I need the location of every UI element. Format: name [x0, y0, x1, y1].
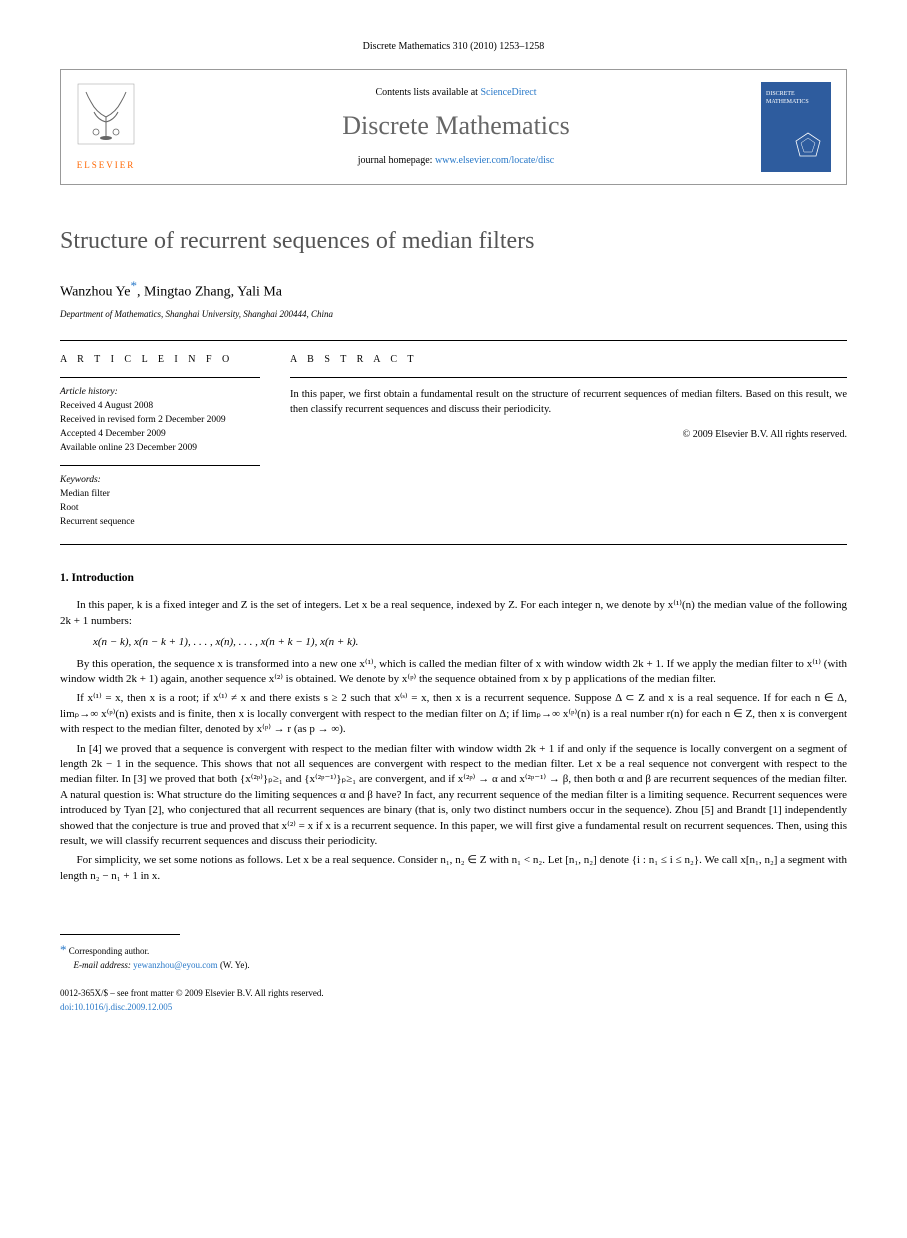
publisher-logo: ELSEVIER: [76, 82, 136, 172]
footnote-star-icon: *: [60, 942, 67, 957]
online-date: Available online 23 December 2009: [60, 442, 260, 456]
corresponding-author-footnote: * Corresponding author.: [60, 941, 847, 959]
doi-label: doi:: [60, 1002, 74, 1012]
intro-paragraph-2: By this operation, the sequence x is tra…: [60, 657, 847, 688]
author-3: Yali Ma: [237, 284, 282, 299]
journal-cover-thumbnail: DISCRETE MATHEMATICS: [761, 82, 831, 172]
revised-date: Received in revised form 2 December 2009: [60, 414, 260, 428]
divider: [60, 340, 847, 341]
keyword-1: Median filter: [60, 488, 260, 502]
journal-header-box: ELSEVIER Contents lists available at Sci…: [60, 69, 847, 185]
paper-title: Structure of recurrent sequences of medi…: [60, 225, 847, 259]
article-info-label: A R T I C L E I N F O: [60, 353, 260, 367]
email-footnote: E-mail address: yewanzhou@eyou.com (W. Y…: [60, 959, 847, 972]
abstract-text: In this paper, we first obtain a fundame…: [290, 388, 847, 417]
section-1-heading: 1. Introduction: [60, 570, 847, 586]
intro-paragraph-1: In this paper, k is a fixed integer and …: [60, 598, 847, 629]
homepage-prefix: journal homepage:: [358, 155, 435, 166]
author-email-link[interactable]: yewanzhou@eyou.com: [133, 960, 218, 970]
abstract-label: A B S T R A C T: [290, 353, 847, 367]
divider: [60, 465, 260, 466]
journal-name: Discrete Mathematics: [151, 108, 761, 144]
sciencedirect-link[interactable]: ScienceDirect: [480, 87, 536, 98]
keyword-3: Recurrent sequence: [60, 516, 260, 530]
page-header-citation: Discrete Mathematics 310 (2010) 1253–125…: [60, 40, 847, 54]
email-author: (W. Ye).: [220, 960, 250, 970]
journal-homepage-link[interactable]: www.elsevier.com/locate/disc: [435, 155, 554, 166]
issn-copyright-line: 0012-365X/$ – see front matter © 2009 El…: [60, 987, 847, 1000]
author-1: Wanzhou Ye: [60, 284, 130, 299]
corresponding-author-marker[interactable]: *: [130, 278, 137, 293]
affiliation: Department of Mathematics, Shanghai Univ…: [60, 308, 847, 321]
corresponding-text: Corresponding author.: [69, 946, 150, 956]
publisher-name: ELSEVIER: [76, 159, 136, 172]
accepted-date: Accepted 4 December 2009: [60, 428, 260, 442]
doi-link[interactable]: 10.1016/j.disc.2009.12.005: [74, 1002, 172, 1012]
keywords-heading: Keywords:: [60, 474, 260, 488]
article-history-heading: Article history:: [60, 386, 260, 400]
keyword-2: Root: [60, 502, 260, 516]
contents-available-line: Contents lists available at ScienceDirec…: [151, 86, 761, 100]
authors-line: Wanzhou Ye*, Mingtao Zhang, Yali Ma: [60, 277, 847, 302]
received-date: Received 4 August 2008: [60, 400, 260, 414]
divider: [290, 377, 847, 378]
email-label: E-mail address:: [74, 960, 131, 970]
intro-paragraph-5: For simplicity, we set some notions as f…: [60, 853, 847, 884]
cover-pentagon-icon: [793, 130, 823, 160]
author-2: Mingtao Zhang: [144, 284, 231, 299]
formula-1: x(n − k), x(n − k + 1), . . . , x(n), . …: [93, 635, 847, 650]
divider: [60, 544, 847, 545]
contents-prefix: Contents lists available at: [375, 87, 480, 98]
intro-paragraph-4: In [4] we proved that a sequence is conv…: [60, 742, 847, 850]
doi-line: doi:10.1016/j.disc.2009.12.005: [60, 1001, 847, 1014]
divider: [60, 377, 260, 378]
elsevier-tree-icon: [76, 82, 136, 152]
footnote-separator: [60, 934, 180, 935]
cover-title-text: DISCRETE MATHEMATICS: [766, 90, 826, 107]
journal-homepage-line: journal homepage: www.elsevier.com/locat…: [151, 154, 761, 168]
abstract-copyright: © 2009 Elsevier B.V. All rights reserved…: [290, 428, 847, 442]
intro-paragraph-3: If x⁽¹⁾ = x, then x is a root; if x⁽¹⁾ ≠…: [60, 691, 847, 737]
